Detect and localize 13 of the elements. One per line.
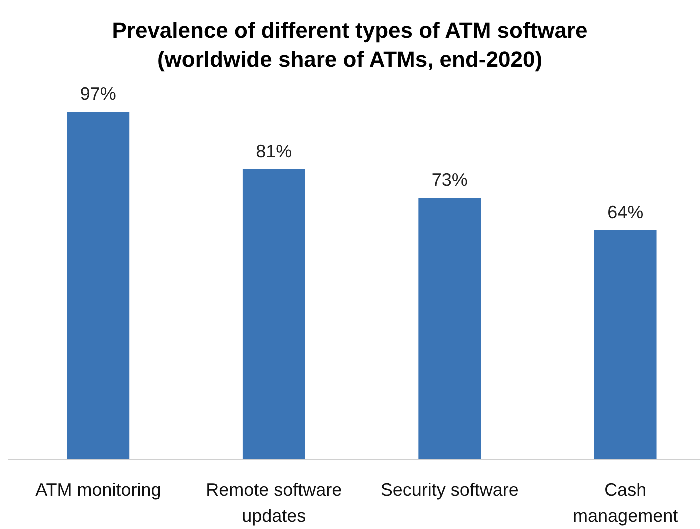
- bar: [594, 230, 657, 460]
- x-tick-label: ATM monitoring: [36, 480, 162, 500]
- data-label: 97%: [80, 84, 116, 104]
- data-label: 64%: [608, 202, 644, 222]
- x-tick-label: Security software: [380, 480, 519, 500]
- chart-title: Prevalence of different types of ATM software (worldwide share of ATMs, end-2020): [112, 18, 588, 72]
- bar: [418, 198, 482, 460]
- bar: [242, 169, 306, 460]
- bar: [67, 112, 130, 460]
- data-label: 81%: [256, 141, 292, 162]
- data-label: 73%: [432, 170, 468, 190]
- x-tick-label: Remote software updates: [206, 480, 342, 526]
- x-tick-label: Cash management: [573, 480, 678, 526]
